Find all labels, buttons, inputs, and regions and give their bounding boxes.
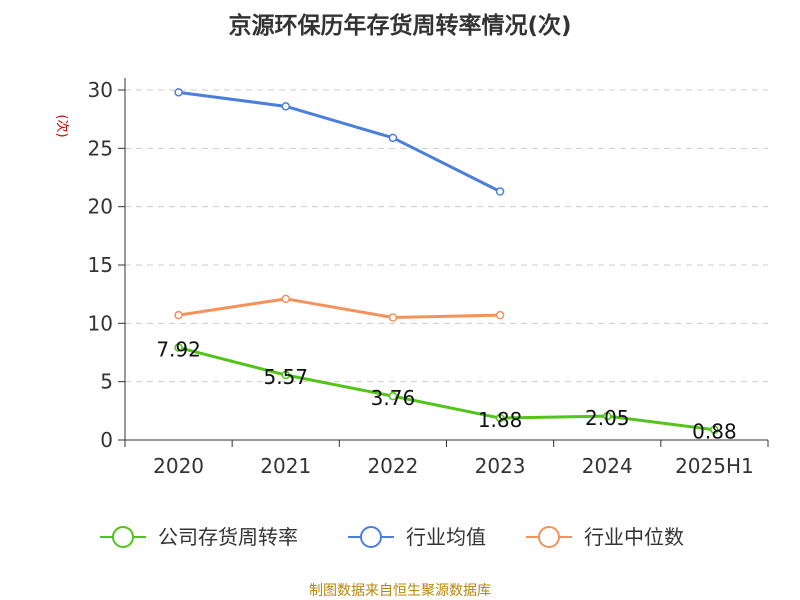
data-point	[495, 187, 505, 196]
data-label: 7.92	[156, 338, 201, 362]
y-tick-label: 10	[88, 311, 113, 335]
data-point	[174, 310, 183, 320]
series-line-1	[177, 90, 502, 193]
data-point	[281, 294, 290, 304]
x-tick-label: 2020	[153, 454, 204, 478]
y-tick-label: 30	[88, 78, 113, 102]
legend-item-0[interactable]: 公司存货周转率	[100, 525, 298, 549]
data-point	[710, 425, 719, 434]
legend[interactable]: 公司存货周转率 行业均值 行业中位数	[100, 525, 684, 549]
legend-label: 公司存货周转率	[158, 525, 298, 549]
y-axis-label: (次)	[54, 114, 70, 137]
series-line-0	[177, 346, 716, 432]
chart-title: 京源环保历年存货周转率情况(次)	[228, 12, 571, 39]
axes	[118, 78, 769, 447]
data-point	[388, 313, 398, 322]
data-point	[388, 133, 398, 143]
legend-marker	[112, 526, 134, 548]
legend-item-1[interactable]: 行业均值	[348, 525, 486, 549]
legend-marker	[538, 526, 560, 548]
data-label: 0.88	[692, 420, 737, 444]
source-text: 制图数据来自恒生聚源数据库	[309, 583, 491, 599]
data-point	[495, 413, 505, 423]
y-tick-label: 0	[100, 428, 113, 452]
data-point	[174, 343, 183, 352]
legend-marker	[360, 526, 382, 548]
series-line-2	[177, 297, 502, 319]
series-layer	[174, 88, 719, 434]
data-label: 2.05	[585, 406, 630, 430]
x-tick-labels: 2020 2021 2022 2023 2024 2025H1	[153, 454, 754, 478]
y-tick-label: 15	[88, 253, 113, 277]
x-tick-label: 2021	[260, 454, 311, 478]
y-tick-label: 5	[100, 370, 113, 394]
data-point	[281, 102, 290, 111]
data-point	[603, 411, 612, 421]
data-point	[388, 391, 398, 401]
data-label: 3.76	[371, 386, 416, 410]
y-tick-label: 25	[88, 136, 113, 160]
data-point	[281, 370, 290, 380]
x-tick-label: 2022	[367, 454, 418, 478]
y-tick-label: 20	[88, 195, 113, 219]
y-tick-labels: 0 5 10 15 20 25 30	[88, 78, 113, 452]
legend-label: 行业中位数	[584, 525, 684, 549]
data-label: 5.57	[263, 365, 308, 389]
legend-label: 行业均值	[406, 525, 486, 549]
data-point	[174, 88, 183, 97]
x-tick-label: 2023	[475, 454, 526, 478]
data-label: 1.88	[478, 408, 523, 432]
x-tick-label: 2025H1	[675, 454, 754, 478]
data-point	[495, 310, 505, 320]
legend-item-2[interactable]: 行业中位数	[526, 525, 684, 549]
data-labels: 7.92 5.57 3.76 1.88 2.05 0.88	[156, 338, 736, 444]
x-tick-label: 2024	[582, 454, 633, 478]
grid-lines	[125, 89, 768, 383]
